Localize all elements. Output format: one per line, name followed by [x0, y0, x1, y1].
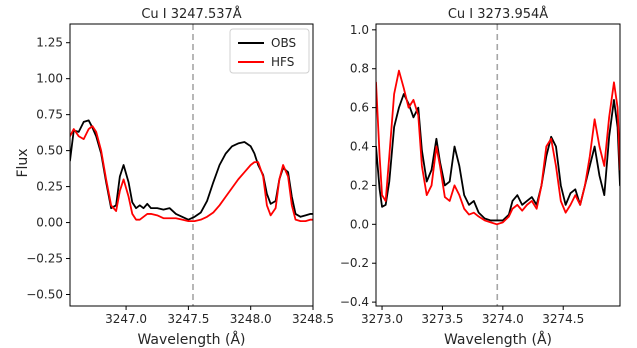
- panel-0-ytick-label: −0.25: [26, 252, 63, 266]
- panel-0-ytick-label: 0.75: [36, 108, 63, 122]
- panel-1-ytick-label: 0.2: [350, 178, 369, 192]
- panel-0-ytick-label: 0.00: [36, 216, 63, 230]
- panel-0-ytick-label: 0.50: [36, 144, 63, 158]
- panel-0-ytick-label: 0.25: [36, 180, 63, 194]
- panel-1-xtick-label: 3274.5: [542, 312, 584, 326]
- legend-label-obs: OBS: [271, 36, 296, 50]
- panel-1-ytick-label: 0.0: [350, 217, 369, 231]
- panel-0-xtick-label: 3248.5: [292, 312, 334, 326]
- panel-1-xlabel: Wavelength (Å): [444, 331, 552, 348]
- panel-0-title: Cu I 3247.537Å: [141, 6, 241, 22]
- panel-0-ytick-label: 1.25: [36, 36, 63, 50]
- panel-1-xtick-label: 3273.5: [421, 312, 463, 326]
- panel-1-ytick-label: 0.4: [350, 140, 369, 154]
- panel-1-ytick-label: 0.6: [350, 101, 369, 115]
- figure-ylabel: Flux: [15, 148, 31, 177]
- panel-0-xtick-label: 3247.0: [105, 312, 147, 326]
- legend-box: [230, 29, 309, 73]
- panel-1-xtick-label: 3273.0: [361, 312, 403, 326]
- panel-1-title: Cu I 3273.954Å: [448, 6, 548, 22]
- panel-0-ytick-label: −0.50: [26, 287, 63, 301]
- legend: OBS HFS: [230, 29, 309, 73]
- panel-1-ytick-label: 0.8: [350, 62, 369, 76]
- panel-0-xtick-label: 3247.5: [167, 312, 209, 326]
- panel-1-ytick-label: −0.4: [340, 295, 369, 309]
- panel-1-ytick-label: 1.0: [350, 23, 369, 37]
- legend-label-hfs: HFS: [271, 55, 294, 69]
- panel-0-xtick-label: 3248.0: [230, 312, 272, 326]
- panel-0-ytick-label: 1.00: [36, 72, 63, 86]
- panel-0-xlabel: Wavelength (Å): [137, 331, 245, 348]
- panel-1-xtick-label: 3274.0: [482, 312, 524, 326]
- panel-1-ytick-label: −0.2: [340, 256, 369, 270]
